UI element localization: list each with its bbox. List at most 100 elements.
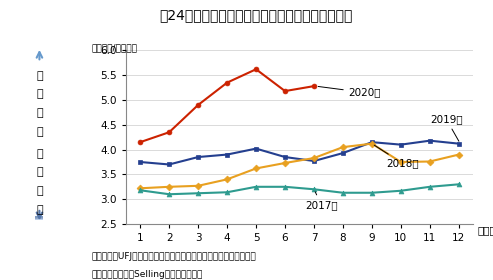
Text: 図24　為替相場（米ドルに対するレアル）の推移: 図24 為替相場（米ドルに対するレアル）の推移 [160,8,353,22]
Bar [35,217,43,218]
Text: （レアル/米ドル）: （レアル/米ドル） [91,43,137,52]
Bar [35,217,43,219]
Bar [35,217,43,219]
Bar [35,216,43,218]
Bar [35,218,43,219]
Bar [35,218,43,220]
Text: 2018年: 2018年 [374,145,419,169]
Bar [35,217,43,219]
Text: ル: ル [36,108,43,118]
Bar [35,217,43,219]
Bar [35,218,43,220]
Bar [35,216,43,218]
Bar [35,217,43,219]
Bar [35,217,43,219]
Bar [35,217,43,219]
Bar [35,216,43,218]
Bar [35,218,43,220]
Bar [35,218,43,219]
Bar [35,217,43,218]
Bar [35,217,43,219]
Text: 2019年: 2019年 [430,114,462,141]
Bar [35,218,43,220]
Text: 資料：三菱UFJリサーチ＆コンサルティング「現地参考為替相場」: 資料：三菱UFJリサーチ＆コンサルティング「現地参考為替相場」 [91,252,256,261]
Bar [35,217,43,218]
Bar [35,217,43,219]
Bar [35,217,43,219]
Bar [35,218,43,220]
Bar [35,217,43,219]
Bar [35,217,43,218]
Bar [35,218,43,220]
Bar [35,217,43,219]
Bar [35,217,43,219]
Bar [35,217,43,219]
Text: レ: レ [36,71,43,81]
Bar [35,217,43,219]
Bar [35,217,43,218]
Text: ア: ア [36,89,43,99]
Bar [35,218,43,219]
Bar [35,218,43,220]
Bar [35,217,43,219]
Text: 高: 高 [36,205,43,214]
Bar [35,218,43,219]
Bar [35,217,43,219]
Bar [35,217,43,219]
Bar [35,218,43,220]
Bar [35,216,43,218]
Text: 2017年: 2017年 [305,192,338,210]
Bar [35,218,43,219]
Bar [35,217,43,218]
Bar [35,217,43,218]
Bar [35,217,43,219]
Bar [35,217,43,219]
Bar [35,216,43,218]
Bar [35,217,43,218]
Bar [35,217,43,219]
Bar [35,217,43,218]
Bar [35,218,43,220]
Bar [35,217,43,218]
Bar [35,218,43,219]
Bar [35,218,43,220]
Bar [35,218,43,220]
Bar [35,217,43,218]
Bar [35,217,43,219]
Text: ア: ア [36,167,43,177]
Bar [35,218,43,219]
Bar [35,217,43,219]
Bar [35,217,43,219]
Bar [35,218,43,220]
Bar [35,217,43,219]
Text: （月）: （月） [477,225,493,235]
Bar [35,218,43,220]
Bar [35,218,43,220]
Bar [35,218,43,219]
Bar [35,216,43,218]
Bar [35,217,43,218]
Bar [35,218,43,219]
Bar [35,217,43,218]
Bar [35,218,43,220]
Bar [35,218,43,219]
Bar [35,217,43,219]
Bar [35,218,43,220]
Bar [35,218,43,220]
Bar [35,216,43,218]
Text: 安: 安 [36,127,43,137]
Bar [35,218,43,220]
Bar [35,218,43,220]
Bar [35,216,43,218]
Bar [35,217,43,219]
Bar [35,218,43,219]
Bar [35,218,43,220]
Bar [35,218,43,219]
Bar [35,217,43,219]
Bar [35,217,43,219]
Bar [35,218,43,219]
Text: レ: レ [36,149,43,159]
Bar [35,218,43,219]
Bar [35,218,43,219]
Bar [35,217,43,219]
